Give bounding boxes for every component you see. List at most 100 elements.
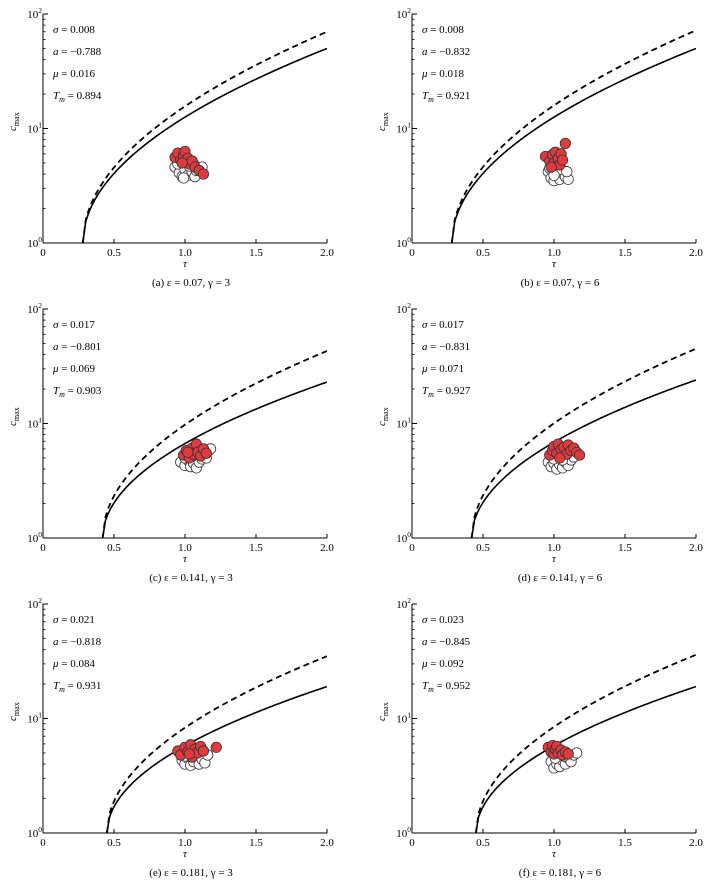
y-tick-label: 102 xyxy=(27,596,42,611)
param-annotation: Tm = 0.931 xyxy=(53,680,101,694)
panel-a: 0 0.5 1.0 1.5 2.0 100 101 102 cmax τ σ = 0.008 a = … xyxy=(7,6,334,289)
point-filled-10 xyxy=(562,748,574,760)
y-tick-label: 100 xyxy=(396,235,411,250)
x-tick-label: 1.0 xyxy=(547,247,561,259)
y-tick-label: 101 xyxy=(396,121,411,136)
x-tick-label: 1.5 xyxy=(618,837,632,849)
panel-d: 0 0.5 1.0 1.5 2.0 100 101 102 cmax τ σ = 0.017 a = … xyxy=(376,301,703,584)
point-filled-9 xyxy=(200,447,212,459)
y-tick-label: 102 xyxy=(27,6,42,21)
point-filled-9 xyxy=(197,745,210,757)
solid-curve xyxy=(101,381,327,538)
y-tick-label: 100 xyxy=(27,825,42,840)
panel-c: 0 0.5 1.0 1.5 2.0 100 101 102 cmax τ σ = 0.017 a = … xyxy=(7,301,334,584)
y-tick-label: 101 xyxy=(27,121,42,136)
y-axis-label: cmax xyxy=(376,702,390,721)
param-annotation: Tm = 0.921 xyxy=(422,90,470,104)
param-annotation: σ = 0.021 xyxy=(53,614,95,626)
y-axis-label: cmax xyxy=(7,702,21,721)
panel-caption: (a) ε = 0.07, γ = 3 xyxy=(152,277,231,289)
solid-curve xyxy=(450,47,696,243)
param-annotation: μ = 0.016 xyxy=(52,68,95,80)
y-tick-label: 100 xyxy=(396,825,411,840)
y-tick-label: 100 xyxy=(27,530,42,545)
x-tick-label: 0.5 xyxy=(476,837,490,849)
x-tick-label: 1.0 xyxy=(178,542,192,554)
param-annotation: μ = 0.071 xyxy=(421,363,464,375)
x-tick-label: 2.0 xyxy=(320,247,334,259)
x-tick-label: 1.5 xyxy=(249,247,263,259)
panel-caption: (c) ε = 0.141, γ = 3 xyxy=(149,572,233,584)
x-axis-label: τ xyxy=(552,553,557,565)
x-tick-label: 0.5 xyxy=(107,247,121,259)
point-open-11 xyxy=(561,166,573,178)
y-tick-label: 101 xyxy=(396,416,411,431)
y-tick-label: 100 xyxy=(396,530,411,545)
x-tick-label: 0.5 xyxy=(107,837,121,849)
param-annotation: σ = 0.017 xyxy=(53,319,95,331)
x-axis-label: τ xyxy=(183,848,188,860)
y-tick-label: 101 xyxy=(396,711,411,726)
x-tick-label: 2.0 xyxy=(689,837,703,849)
point-filled-12 xyxy=(573,449,586,461)
param-annotation: a = −0.801 xyxy=(53,341,101,353)
point-filled-8 xyxy=(556,154,569,166)
param-annotation: μ = 0.069 xyxy=(52,363,95,375)
solid-curve xyxy=(475,685,696,833)
x-axis-label: τ xyxy=(552,258,557,270)
x-tick-label: 1.0 xyxy=(178,837,192,849)
x-tick-label: 0 xyxy=(409,837,415,849)
x-tick-label: 1.0 xyxy=(547,837,561,849)
param-annotation: μ = 0.084 xyxy=(52,658,95,670)
x-tick-label: 1.5 xyxy=(249,837,263,849)
x-axis-label: τ xyxy=(552,848,557,860)
x-tick-label: 1.5 xyxy=(249,542,263,554)
y-tick-label: 102 xyxy=(396,301,411,316)
y-tick-label: 102 xyxy=(27,301,42,316)
solid-curve xyxy=(81,47,327,243)
point-filled-13 xyxy=(554,452,566,464)
x-tick-label: 2.0 xyxy=(320,542,334,554)
x-tick-label: 0.5 xyxy=(476,247,490,259)
y-tick-label: 102 xyxy=(396,6,411,21)
param-annotation: Tm = 0.927 xyxy=(422,385,471,399)
point-filled-10 xyxy=(210,741,222,753)
param-annotation: μ = 0.092 xyxy=(421,658,464,670)
solid-curve xyxy=(470,379,696,538)
param-annotation: σ = 0.008 xyxy=(422,24,464,36)
x-tick-label: 0 xyxy=(409,542,415,554)
panel-caption: (d) ε = 0.141, γ = 6 xyxy=(518,572,603,584)
param-annotation: σ = 0.017 xyxy=(422,319,464,331)
x-tick-label: 0.5 xyxy=(476,542,490,554)
y-axis-label: cmax xyxy=(7,112,21,131)
dashed-curve xyxy=(106,655,327,833)
param-annotation: a = −0.832 xyxy=(422,46,470,58)
y-axis-label: cmax xyxy=(376,407,390,426)
panel-e: 0 0.5 1.0 1.5 2.0 100 101 102 cmax τ σ = 0.021 a = … xyxy=(7,596,334,879)
param-annotation: a = −0.845 xyxy=(422,636,471,648)
dashed-curve xyxy=(475,653,696,833)
x-tick-label: 1.0 xyxy=(178,247,192,259)
param-annotation: Tm = 0.903 xyxy=(53,385,102,399)
x-tick-label: 0.5 xyxy=(107,542,121,554)
x-tick-label: 0 xyxy=(40,542,46,554)
param-annotation: a = −0.831 xyxy=(422,341,470,353)
point-filled-10 xyxy=(182,446,194,458)
panel-b: 0 0.5 1.0 1.5 2.0 100 101 102 cmax τ σ = 0.008 a = … xyxy=(376,6,703,289)
x-axis-label: τ xyxy=(183,553,188,565)
point-filled-10 xyxy=(545,161,557,173)
y-tick-label: 100 xyxy=(27,235,42,250)
param-annotation: a = −0.788 xyxy=(53,46,102,58)
param-annotation: Tm = 0.894 xyxy=(53,90,102,104)
point-filled-9 xyxy=(559,137,571,150)
point-open-13 xyxy=(177,172,190,184)
param-annotation: Tm = 0.952 xyxy=(422,680,470,694)
y-tick-label: 101 xyxy=(27,711,42,726)
x-tick-label: 1.5 xyxy=(618,247,632,259)
dashed-curve xyxy=(470,347,696,538)
x-tick-label: 1.5 xyxy=(618,542,632,554)
dashed-curve xyxy=(450,29,696,243)
point-filled-10 xyxy=(197,168,210,180)
param-annotation: μ = 0.018 xyxy=(421,68,464,80)
